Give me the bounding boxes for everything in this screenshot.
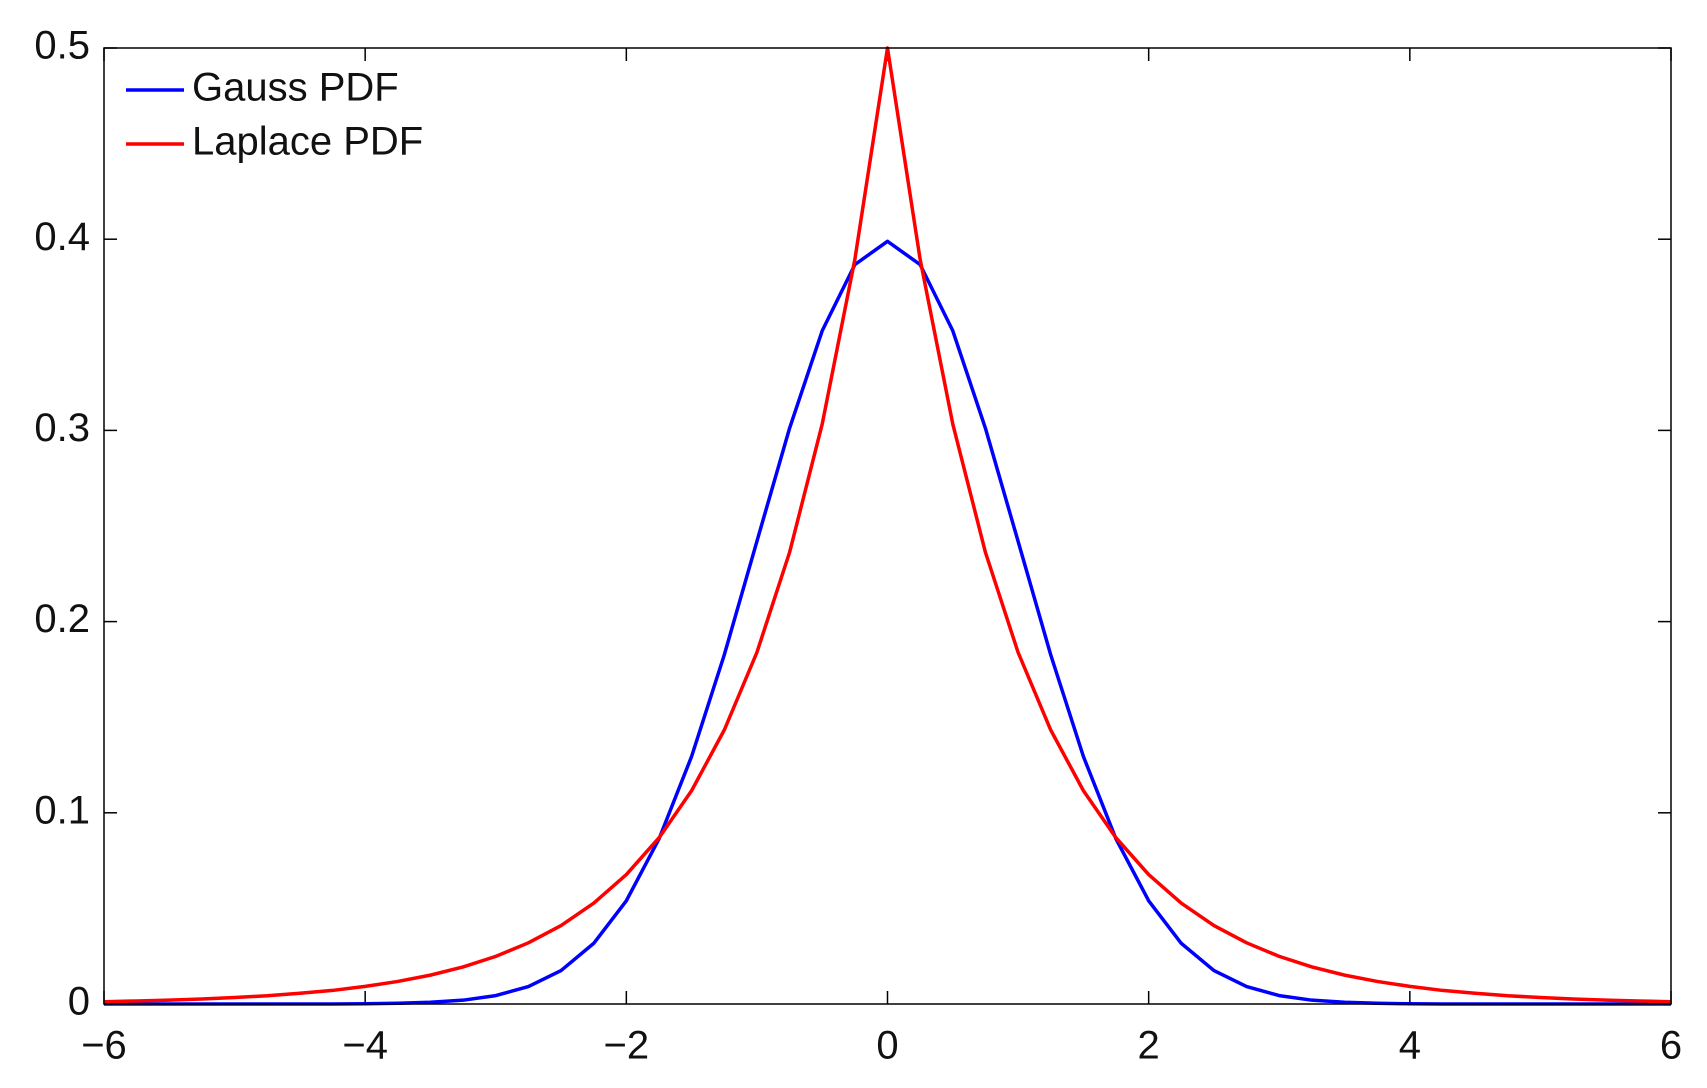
plot-frame [103, 47, 1672, 1005]
y-tick-label: 0.2 [34, 597, 90, 641]
x-tick-label: −6 [81, 1024, 127, 1068]
y-tick-label: 0.1 [34, 788, 90, 832]
x-tick-label: 2 [1138, 1024, 1160, 1068]
x-tick-label: −4 [342, 1024, 388, 1068]
line-series [104, 239, 1671, 1006]
y-tick-label: 0 [68, 980, 90, 1024]
x-tick-label: 6 [1660, 1024, 1682, 1068]
legend-label: Gauss PDF [192, 66, 399, 110]
legend-label: Laplace PDF [192, 120, 423, 164]
y-tick-label: 0.4 [34, 215, 90, 259]
y-tick-label: 0.3 [34, 406, 90, 450]
line-series [103, 46, 1672, 1004]
x-tick-label: −2 [604, 1024, 650, 1068]
x-tick-label: 0 [876, 1024, 898, 1068]
x-tick-label: 4 [1399, 1024, 1421, 1068]
y-tick-label: 0.5 [34, 24, 90, 68]
